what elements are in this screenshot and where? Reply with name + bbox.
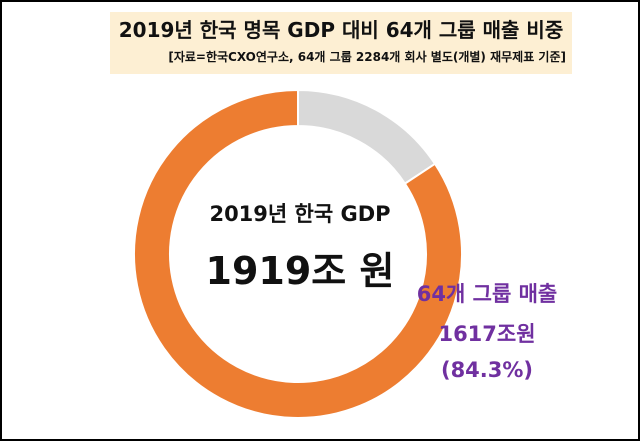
annotation-line2: 1617조원: [438, 322, 536, 346]
chart-title: 2019년 한국 명목 GDP 대비 64개 그룹 매출 비중: [118, 18, 564, 42]
chart-subtitle: [자료=한국CXO연구소, 64개 그룹 2284개 회사 별도(개별) 재무제…: [168, 50, 566, 64]
center-label: 2019년 한국 GDP: [209, 202, 391, 226]
donut-slice-0: [297, 88, 437, 186]
title-box: 2019년 한국 명목 GDP 대비 64개 그룹 매출 비중 [자료=한국CX…: [110, 12, 572, 74]
center-value: 1919조 원: [205, 249, 395, 293]
donut-slice-1: [133, 88, 463, 419]
annotation-line3: (84.3%): [440, 358, 534, 382]
annotation-line1: 64개 그룹 매출: [416, 282, 558, 306]
